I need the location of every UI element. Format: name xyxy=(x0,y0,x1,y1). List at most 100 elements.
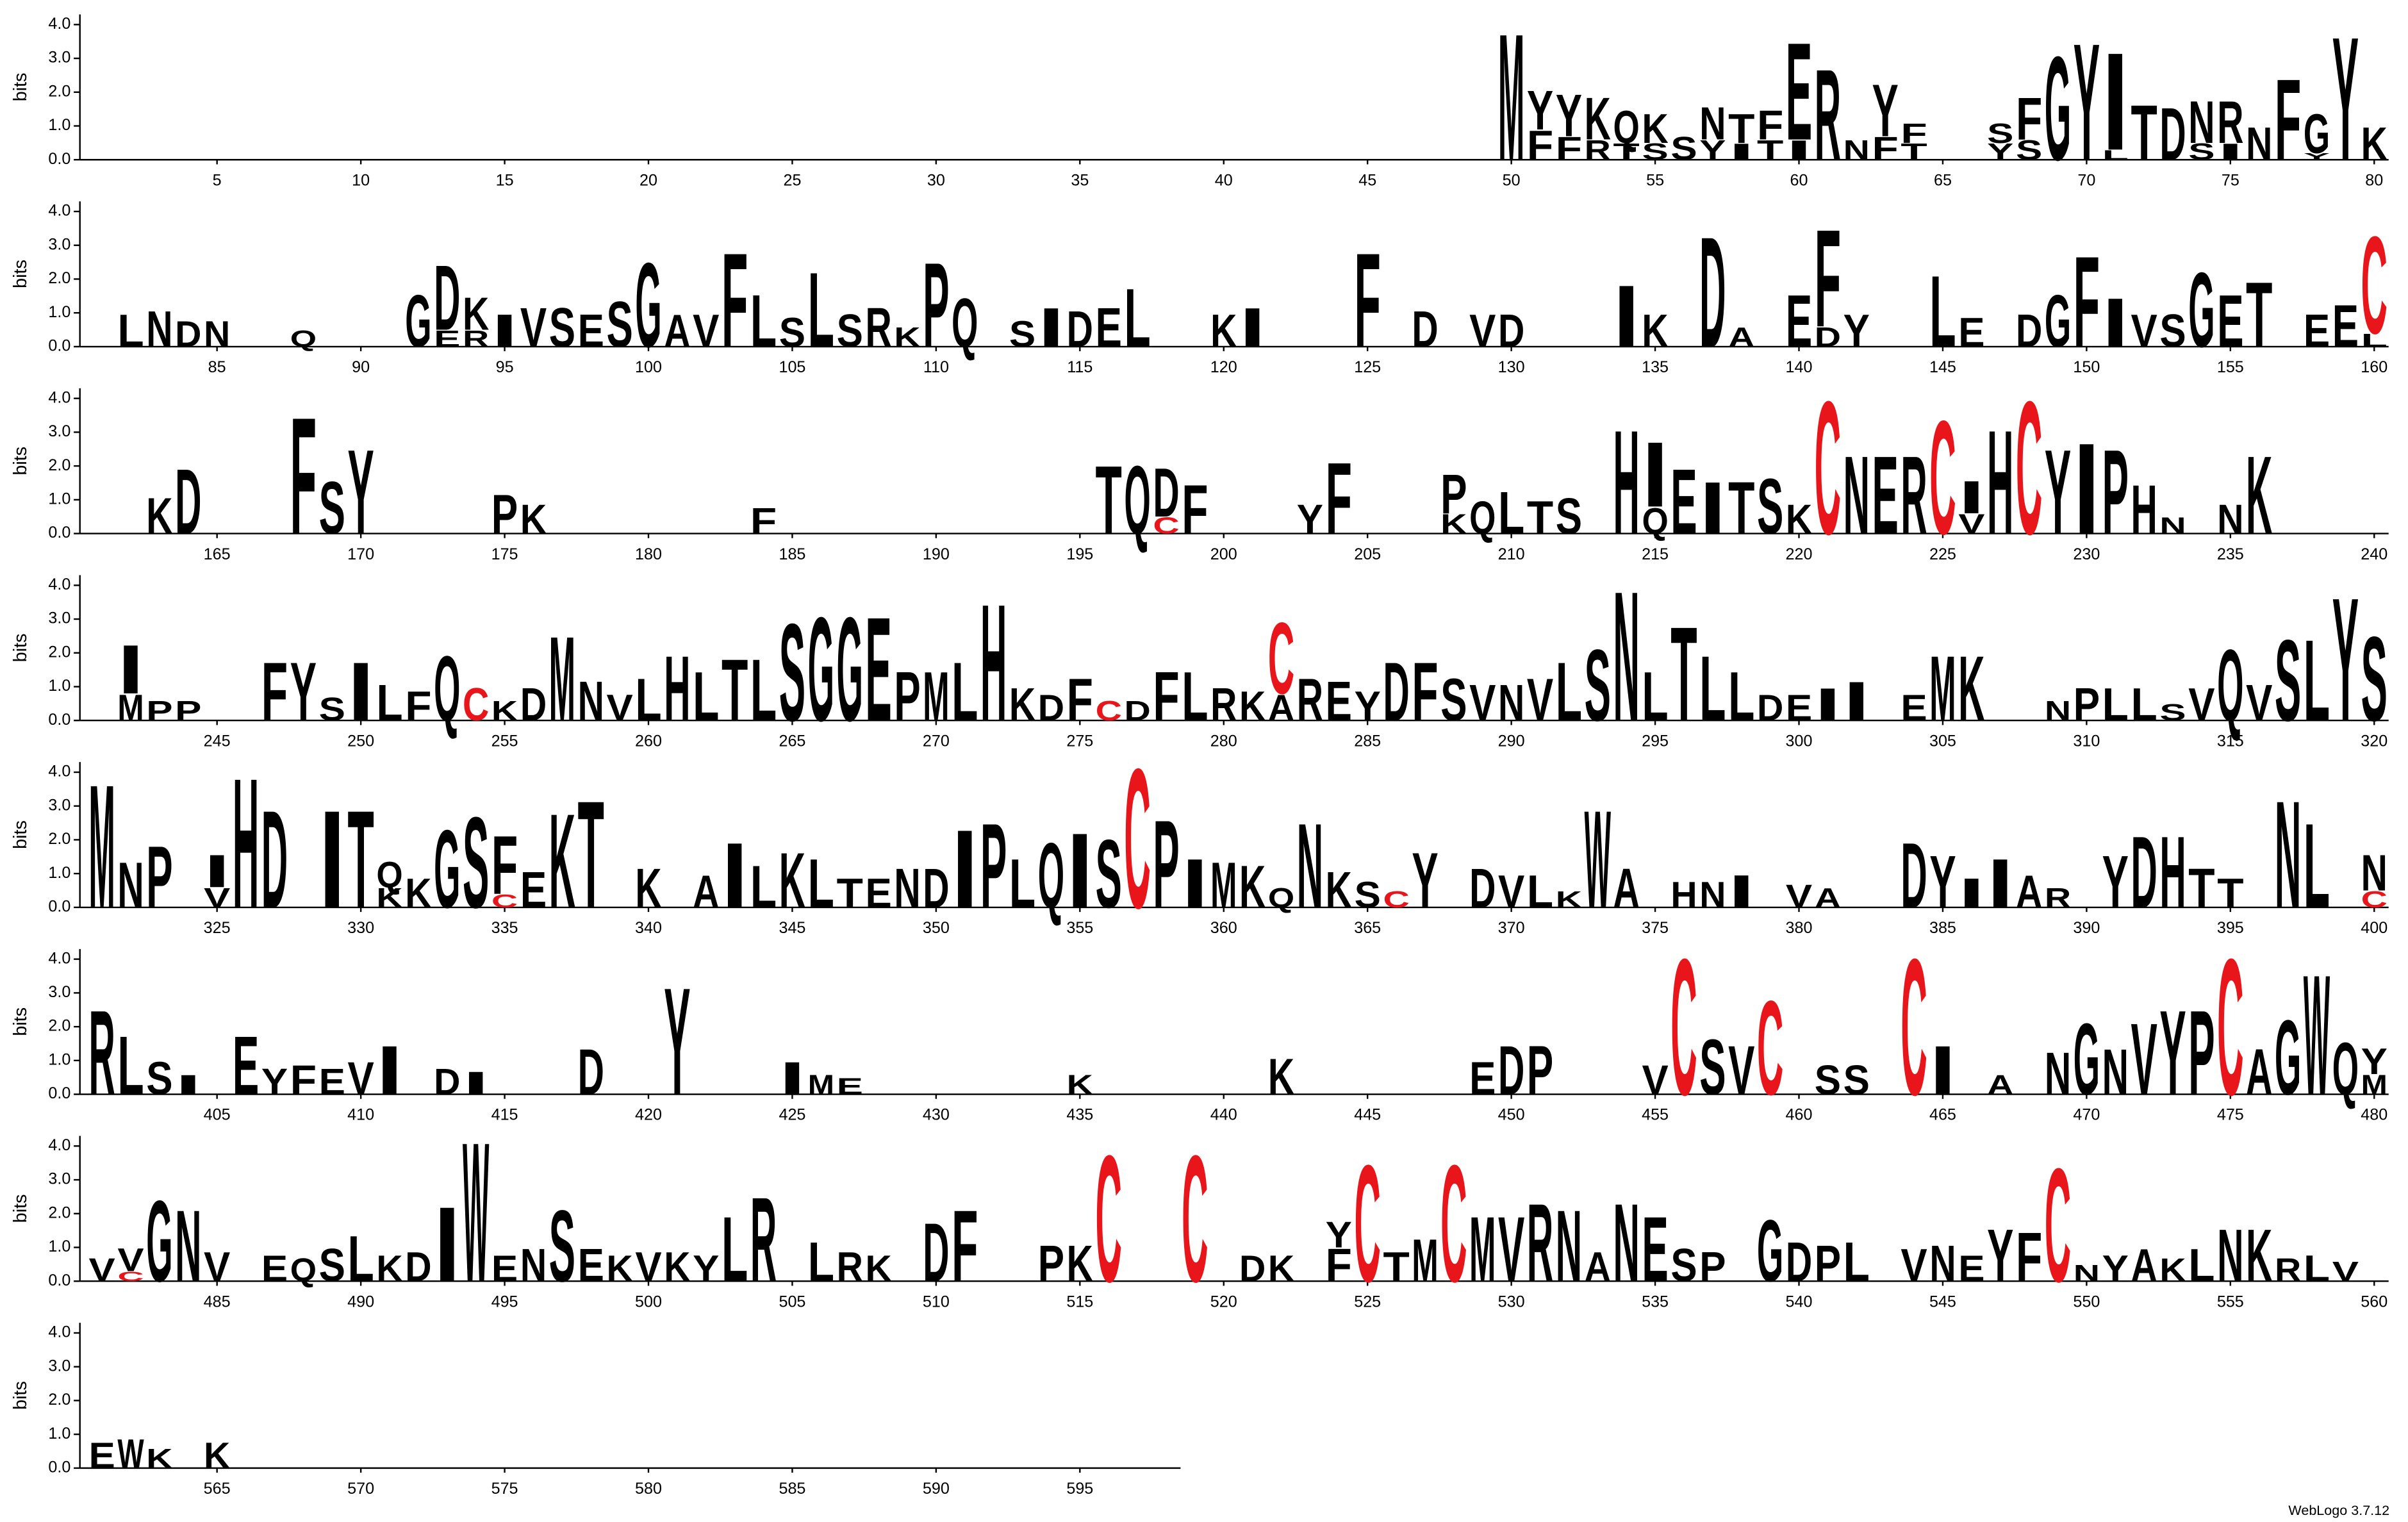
logo-letter: N xyxy=(1297,799,1323,934)
logo-letter: K xyxy=(376,882,402,913)
logo-letter: Q xyxy=(290,326,317,352)
y-tick-label: 4.0 xyxy=(48,1323,70,1341)
x-tick-label: 160 xyxy=(2361,358,2387,376)
logo-letter: E xyxy=(1958,310,1984,356)
logo-letter: E xyxy=(233,1018,259,1112)
logo-letter: P xyxy=(923,238,949,373)
logo-letter: I xyxy=(1929,1031,1956,1109)
x-tick-label: 370 xyxy=(1498,919,1525,937)
logo-letter: C xyxy=(2016,363,2042,575)
logo-letter: I xyxy=(1958,472,1984,524)
logo-letter: D xyxy=(2159,93,2186,176)
y-tick-label: 0.0 xyxy=(48,337,70,355)
logo-letter: Q xyxy=(2217,629,2243,742)
logo-letter: V xyxy=(1469,305,1496,357)
logo-letter: R xyxy=(2045,882,2071,913)
x-tick-label: 485 xyxy=(204,1293,231,1311)
logo-letter: G xyxy=(2304,103,2330,165)
logo-letter: N xyxy=(1613,552,1640,760)
x-tick-label: 300 xyxy=(1786,732,1813,750)
x-tick-label: 440 xyxy=(1210,1106,1237,1124)
logo-letter: I xyxy=(376,1031,402,1109)
logo-letter: C xyxy=(1929,386,1956,568)
x-tick-label: 320 xyxy=(2361,732,2387,750)
logo-letter: I xyxy=(2074,417,2100,562)
logo-letter: N xyxy=(2275,770,2301,940)
x-tick-label: 505 xyxy=(779,1293,805,1311)
logo-letter: C xyxy=(1670,919,1697,1136)
logo-letter: P xyxy=(894,658,920,736)
logo-letter: P xyxy=(2102,426,2129,560)
logo-letter: E xyxy=(319,1061,345,1102)
logo-letter: P xyxy=(2188,986,2214,1121)
x-tick-label: 240 xyxy=(2361,545,2387,563)
logo-letter: M xyxy=(88,748,115,945)
logo-letter: I xyxy=(1786,135,1812,165)
logo-letter: D xyxy=(923,857,949,920)
logo-letter: I xyxy=(1613,267,1640,366)
logo-letter: C xyxy=(2045,1134,2071,1316)
logo-letter: F xyxy=(405,683,431,730)
logo-letter: Y xyxy=(2361,1041,2387,1082)
logo-letter: V xyxy=(1728,1031,1754,1109)
x-tick-label: 295 xyxy=(1642,732,1669,750)
logo-letter: M xyxy=(2361,1070,2387,1100)
logo-letter: P xyxy=(1527,1031,1553,1109)
x-tick-label: 525 xyxy=(1354,1293,1381,1311)
x-tick-label: 515 xyxy=(1066,1293,1093,1311)
x-tick-label: 550 xyxy=(2073,1293,2100,1311)
x-tick-label: 475 xyxy=(2217,1106,2244,1124)
logo-letter: I xyxy=(1642,422,1668,526)
y-tick-label: 4.0 xyxy=(48,949,70,967)
logo-letter: L xyxy=(1527,866,1553,918)
y-tick-label: 3.0 xyxy=(48,49,70,67)
x-tick-label: 225 xyxy=(1929,545,1956,563)
logo-letter: S xyxy=(1009,314,1035,355)
x-tick-label: 145 xyxy=(1929,358,1956,376)
logo-letter: D xyxy=(1412,301,1438,357)
logo-letter: E xyxy=(520,861,547,918)
x-tick-label: 435 xyxy=(1066,1106,1093,1124)
x-tick-label: 35 xyxy=(1071,171,1089,189)
x-tick-label: 305 xyxy=(1929,732,1956,750)
x-tick-label: 90 xyxy=(352,358,370,376)
logo-letter: K xyxy=(1268,1048,1294,1105)
x-tick-label: 175 xyxy=(491,545,518,563)
logo-letter: D xyxy=(520,679,547,731)
x-tick-label: 380 xyxy=(1786,919,1813,937)
logo-letter: L xyxy=(808,250,834,369)
logo-panel: bits 0.0 1.0 2.0 3.0 4.0 405 410 415 420 425 430 435… xyxy=(10,919,2389,1136)
logo-letter: Q xyxy=(1613,101,1640,153)
logo-letter: V xyxy=(1958,509,1985,540)
logo-letter: V xyxy=(204,1244,230,1291)
x-tick-label: 130 xyxy=(1498,358,1525,376)
logo-letter: R xyxy=(463,326,489,352)
x-tick-label: 205 xyxy=(1354,545,1381,563)
x-tick-label: 275 xyxy=(1066,732,1093,750)
logo-letter: D xyxy=(1469,857,1496,920)
logo-letter: L xyxy=(808,845,834,923)
logo-letter: M xyxy=(808,1070,834,1100)
logo-letter: I xyxy=(1067,811,1093,930)
logo-letter: T xyxy=(578,770,604,940)
logo-letter: S xyxy=(837,305,863,357)
logo-letter: L xyxy=(1728,658,1754,736)
logo-letter: L xyxy=(1929,254,1956,368)
x-tick-label: 590 xyxy=(923,1480,950,1498)
logo-letter: N xyxy=(2188,88,2214,156)
x-tick-label: 580 xyxy=(635,1480,662,1498)
logo-letter: L xyxy=(750,852,777,920)
logo-letter: M xyxy=(923,658,949,736)
logo-letter: S xyxy=(1757,463,1783,550)
logo-letter: S xyxy=(463,791,489,936)
logo-letter: I xyxy=(952,807,978,931)
logo-letter: Y xyxy=(2332,561,2359,758)
logo-letter: E xyxy=(2217,279,2243,362)
y-tick-label: 3.0 xyxy=(48,235,70,253)
logo-letter: T xyxy=(1670,599,1697,749)
logo-letter: K xyxy=(1642,305,1668,357)
logo-letter: C xyxy=(491,891,518,911)
y-tick-label: 3.0 xyxy=(48,983,70,1001)
logo-letter: L xyxy=(1009,845,1035,923)
logo-letter: L xyxy=(722,1197,748,1301)
